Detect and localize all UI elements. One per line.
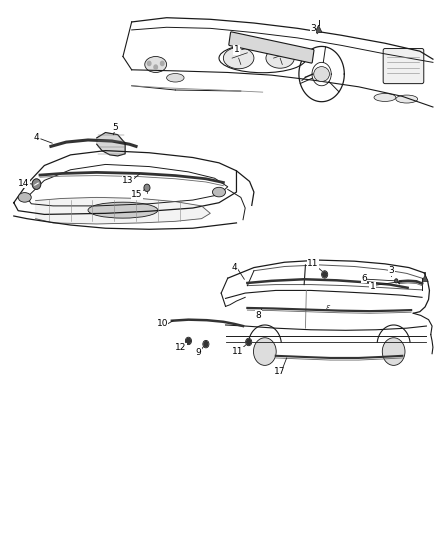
Text: 17: 17 xyxy=(273,367,285,376)
Text: 3: 3 xyxy=(389,266,394,275)
Circle shape xyxy=(382,338,405,366)
Circle shape xyxy=(154,65,157,69)
Ellipse shape xyxy=(166,74,184,82)
Text: 4: 4 xyxy=(231,263,237,272)
Ellipse shape xyxy=(396,95,418,103)
Circle shape xyxy=(246,338,252,346)
Text: 10: 10 xyxy=(156,319,168,328)
Polygon shape xyxy=(97,133,125,156)
Text: 15: 15 xyxy=(131,190,143,199)
Ellipse shape xyxy=(18,192,31,202)
Text: 3: 3 xyxy=(310,24,316,33)
Text: 11: 11 xyxy=(307,260,318,268)
Ellipse shape xyxy=(145,56,166,72)
Polygon shape xyxy=(35,197,210,224)
Text: 4: 4 xyxy=(34,133,39,142)
FancyBboxPatch shape xyxy=(383,49,424,84)
Text: 8: 8 xyxy=(255,311,261,320)
Text: 11: 11 xyxy=(232,347,244,356)
Text: 6: 6 xyxy=(361,273,367,282)
FancyBboxPatch shape xyxy=(229,32,314,63)
Ellipse shape xyxy=(219,44,306,72)
Text: 1: 1 xyxy=(233,45,239,54)
Ellipse shape xyxy=(212,187,226,197)
Text: 5: 5 xyxy=(112,123,118,132)
Text: 12: 12 xyxy=(175,343,186,352)
Circle shape xyxy=(185,337,191,345)
Circle shape xyxy=(395,279,398,283)
Circle shape xyxy=(321,271,328,278)
Text: ε: ε xyxy=(326,303,330,312)
Text: 14: 14 xyxy=(18,179,29,188)
Ellipse shape xyxy=(223,47,254,69)
Circle shape xyxy=(148,61,151,66)
Circle shape xyxy=(203,341,209,348)
Text: 13: 13 xyxy=(123,176,134,185)
Ellipse shape xyxy=(88,202,158,218)
Ellipse shape xyxy=(374,93,396,101)
Circle shape xyxy=(254,338,276,366)
Ellipse shape xyxy=(266,48,294,68)
Circle shape xyxy=(160,61,164,66)
Ellipse shape xyxy=(314,67,329,82)
Text: 9: 9 xyxy=(196,348,201,357)
Text: 1: 1 xyxy=(370,282,375,291)
Circle shape xyxy=(32,179,41,189)
Circle shape xyxy=(144,184,150,191)
